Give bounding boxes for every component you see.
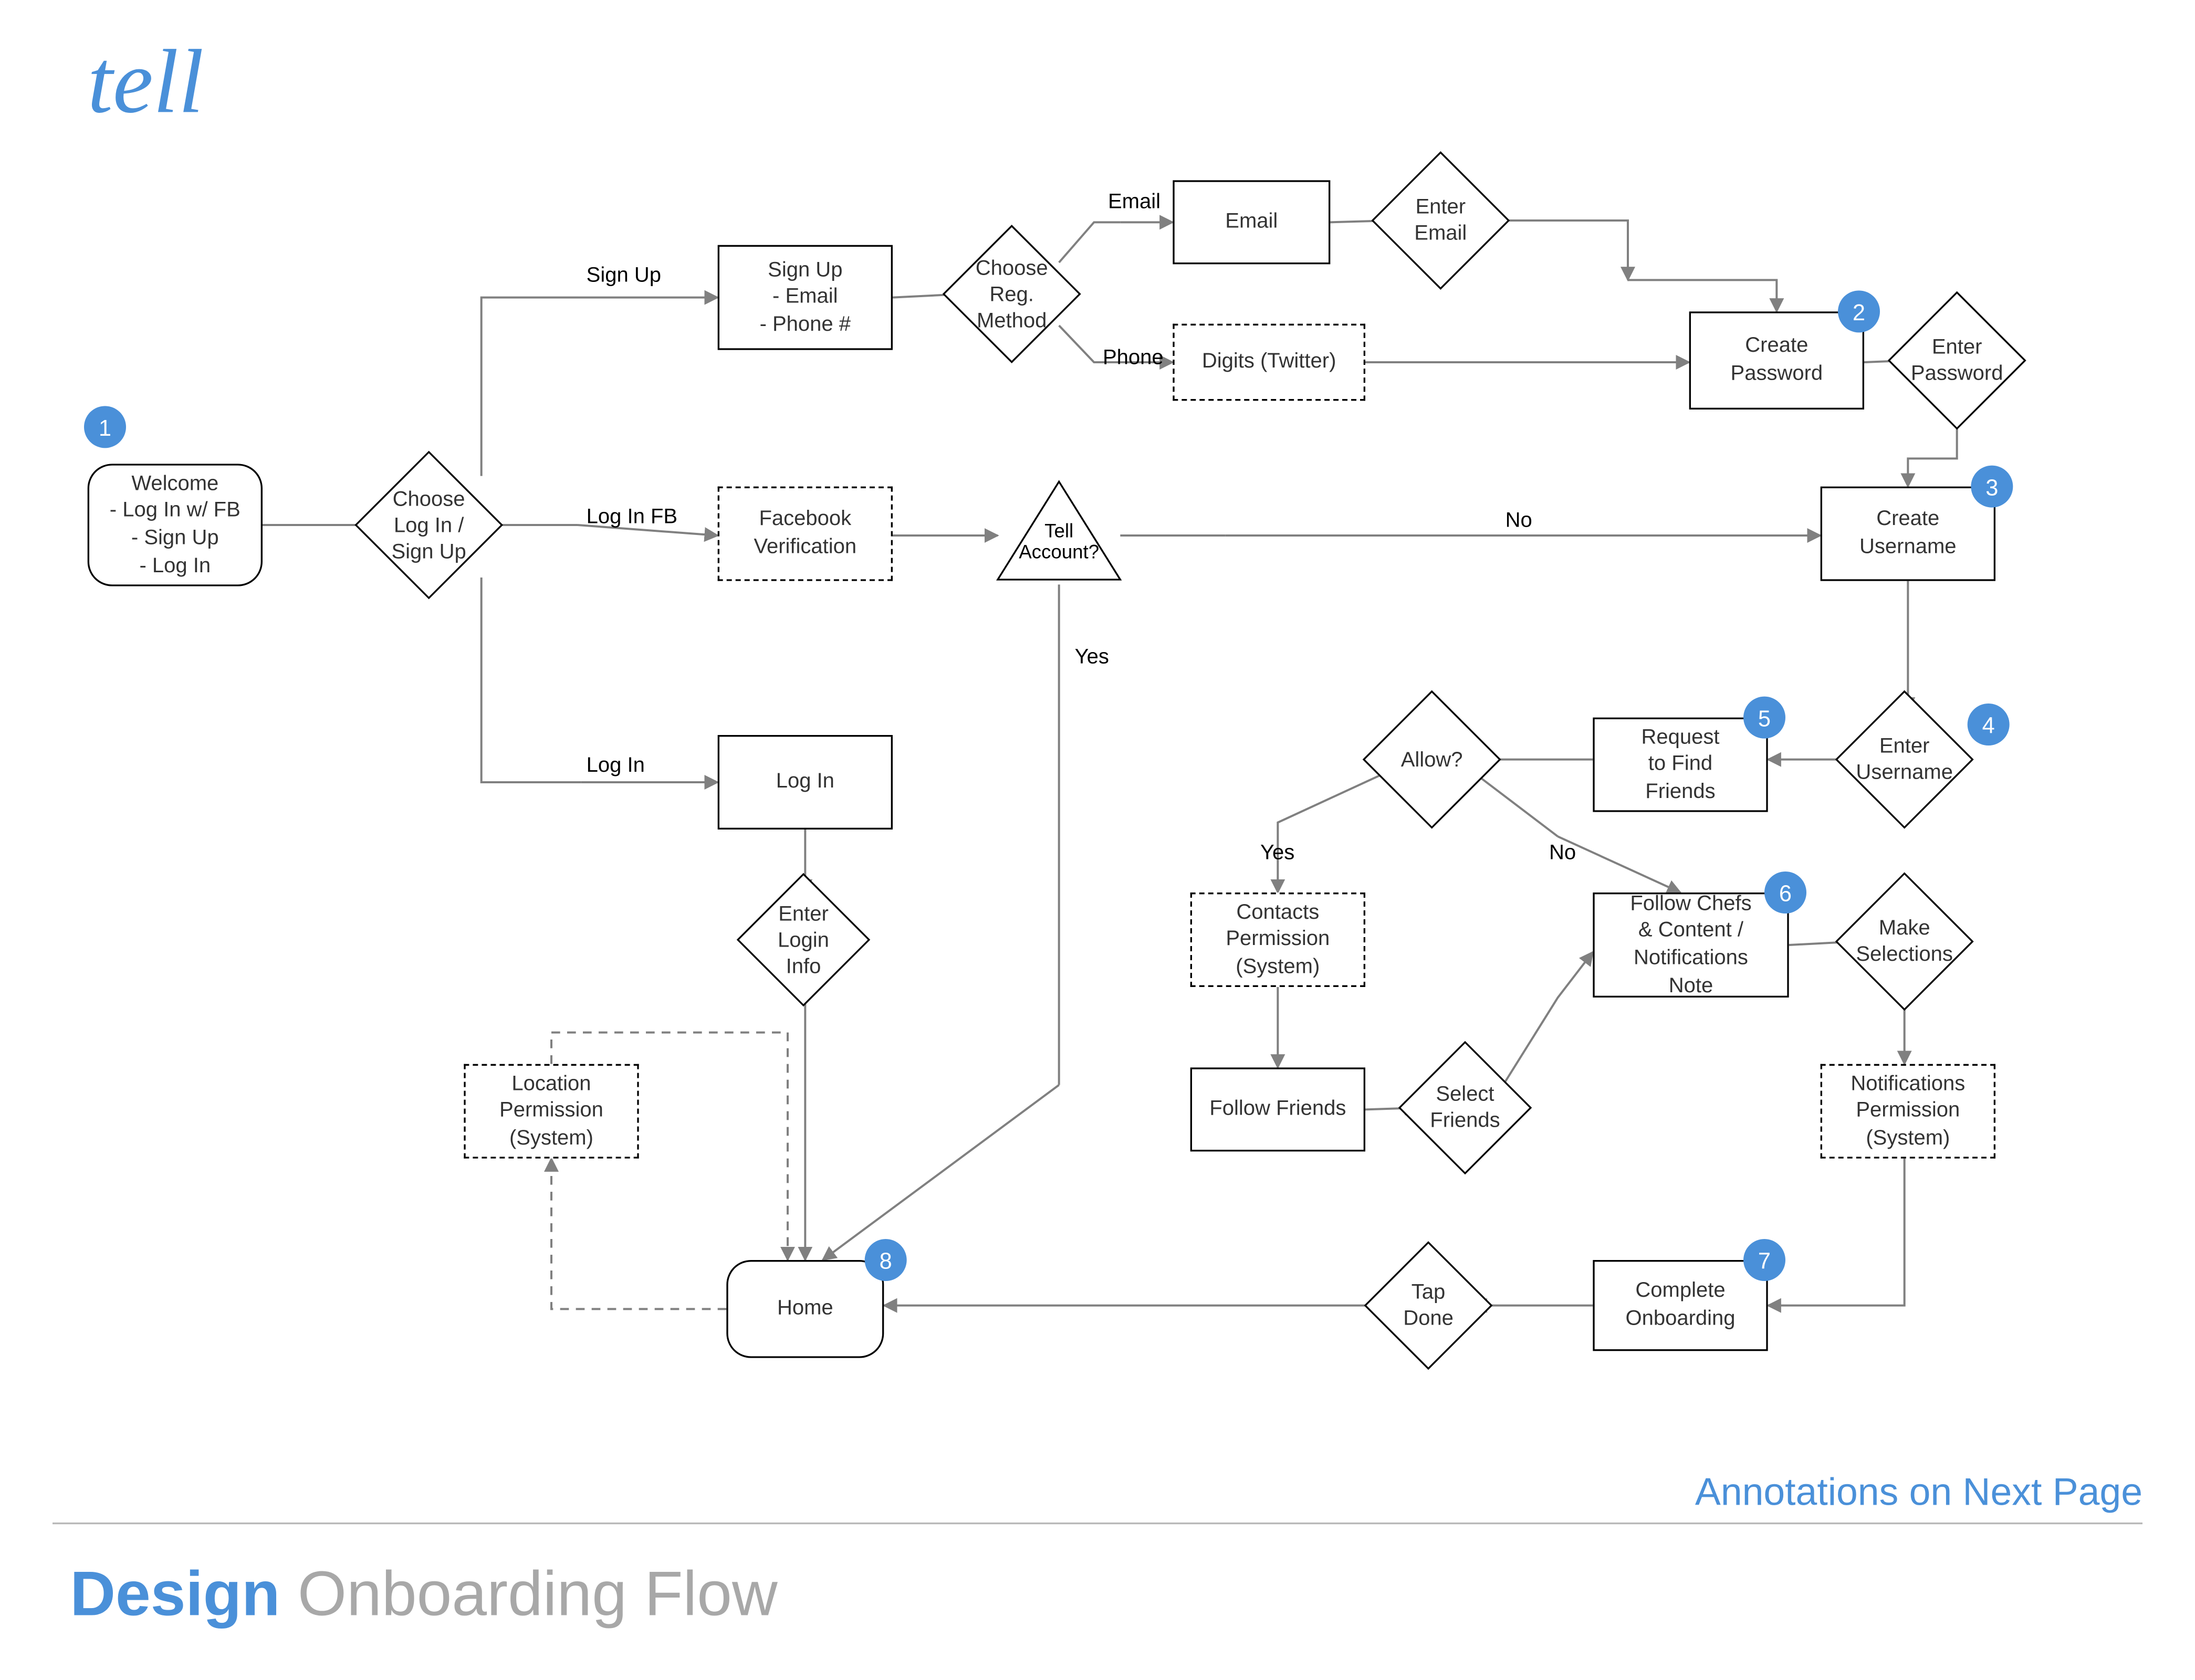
annotation-badge-4: 4 [1968, 704, 2010, 746]
decision-label: Enter Login Info [756, 892, 851, 987]
edge [1768, 1159, 1905, 1306]
edge [1506, 952, 1593, 1082]
edge [1628, 280, 1776, 311]
node-fbverify: Facebook Verification [718, 487, 893, 581]
brand-logo: tell [88, 32, 204, 135]
edge-label: Yes [1260, 840, 1294, 865]
annotation-badge-5: 5 [1743, 697, 1785, 739]
edge-label: Log In FB [587, 504, 677, 529]
node-createun: Create Username [1821, 487, 1995, 581]
decision-choose1: Choose Log In / Sign Up [377, 472, 482, 578]
node-login: Log In [718, 735, 893, 830]
footnote-link: Annotations on Next Page [1695, 1470, 2142, 1516]
edge-label: Log In [587, 752, 645, 777]
node-locperm: Location Permission (System) [464, 1064, 639, 1159]
edge [551, 1159, 726, 1309]
page-title: Design Onboarding Flow [70, 1558, 777, 1631]
decision-regmethod: Choose Reg. Method [963, 245, 1061, 343]
annotation-badge-6: 6 [1764, 872, 1806, 914]
title-bold: Design [70, 1558, 280, 1630]
decision-selfriends: Select Friends [1418, 1060, 1512, 1155]
triangle-label: Tell Account? [1010, 521, 1108, 563]
node-createpw: Create Password [1689, 311, 1864, 410]
edge [1558, 836, 1680, 892]
decision-label: Choose Log In / Sign Up [377, 472, 482, 578]
edge-label: Phone [1103, 345, 1164, 370]
decision-enterlogin: Enter Login Info [756, 892, 851, 987]
decision-makesel: Make Selections [1855, 892, 1953, 991]
edge [1278, 770, 1392, 858]
decision-label: Select Friends [1418, 1060, 1512, 1155]
edge-label: Email [1108, 189, 1161, 214]
flowchart-stage: tell Welcome - Log In w/ FB - Sign Up - … [0, 0, 2195, 1680]
node-contacts: Contacts Permission (System) [1190, 892, 1365, 987]
edge [823, 1085, 1059, 1260]
decision-enteremail: Enter Email [1392, 172, 1490, 270]
node-followfr: Follow Friends [1190, 1067, 1365, 1151]
node-follownote: Follow Chefs & Content / Notifications N… [1593, 892, 1789, 998]
title-rest: Onboarding Flow [280, 1558, 777, 1630]
node-home: Home [726, 1260, 884, 1358]
annotation-badge-7: 7 [1743, 1239, 1785, 1281]
decision-enterun: Enter Username [1855, 710, 1953, 808]
node-email: Email [1173, 180, 1330, 264]
node-notifperm: Notifications Permission (System) [1821, 1064, 1995, 1159]
node-reqfind: Request to Find Friends [1593, 718, 1768, 812]
edge [1059, 222, 1121, 262]
edge-label: No [1506, 508, 1532, 532]
edge-label: No [1549, 840, 1576, 865]
decision-label: Allow? [1383, 710, 1481, 808]
edges-layer [0, 0, 2195, 1680]
edge [482, 298, 578, 476]
decision-label: Tap Done [1383, 1260, 1473, 1351]
annotation-badge-3: 3 [1971, 466, 2013, 508]
decision-enterpw: Enter Password [1908, 311, 2006, 410]
node-welcome: Welcome - Log In w/ FB - Sign Up - Log I… [88, 464, 263, 586]
decision-allow: Allow? [1383, 710, 1481, 808]
annotation-badge-8: 8 [865, 1239, 907, 1281]
decision-tapdone: Tap Done [1383, 1260, 1473, 1351]
decision-label: Enter Username [1855, 710, 1953, 808]
decision-label: Enter Email [1392, 172, 1490, 270]
node-digits: Digits (Twitter) [1173, 324, 1365, 401]
divider [53, 1522, 2142, 1524]
edge-label: Yes [1075, 644, 1109, 669]
decision-label: Choose Reg. Method [963, 245, 1061, 343]
node-signup: Sign Up - Email - Phone # [718, 245, 893, 350]
annotation-badge-1: 1 [84, 406, 126, 448]
edge-label: Sign Up [587, 262, 661, 287]
node-complete: Complete Onboarding [1593, 1260, 1768, 1351]
edge [1490, 220, 1628, 280]
annotation-badge-2: 2 [1838, 290, 1880, 332]
edge [482, 578, 581, 782]
decision-label: Make Selections [1855, 892, 1953, 991]
decision-label: Enter Password [1908, 311, 2006, 410]
edge [1470, 770, 1558, 837]
